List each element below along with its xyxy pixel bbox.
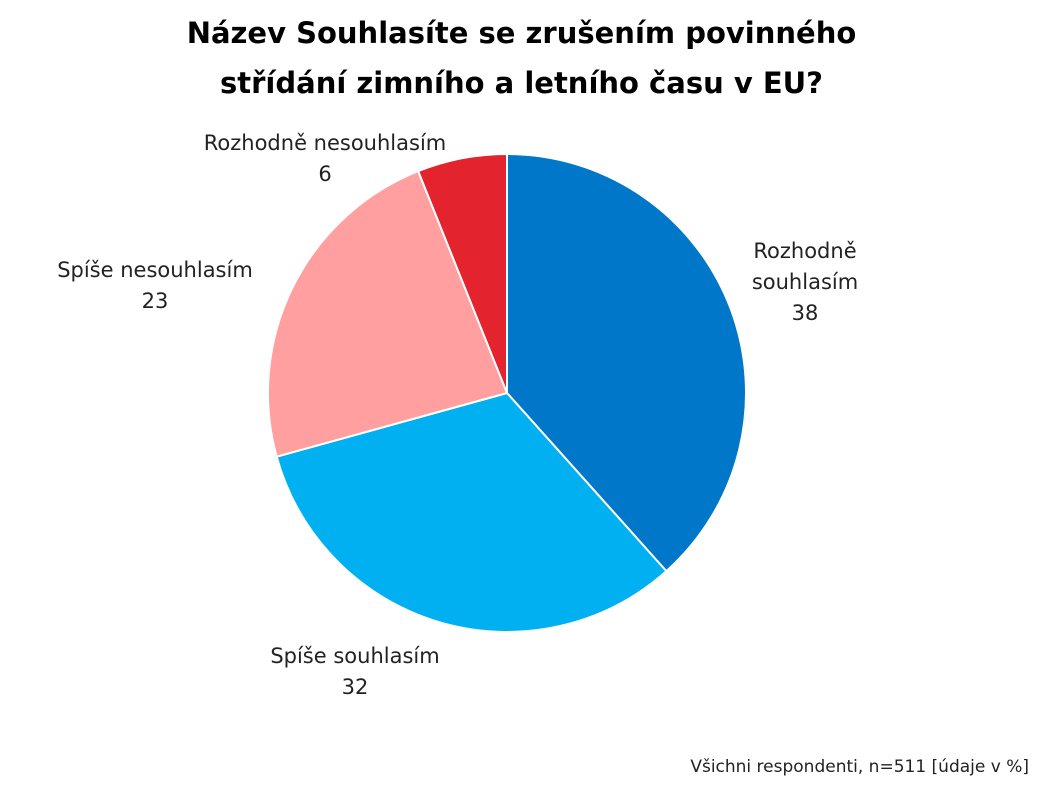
slice-label: Spíše souhlasím 32 [220,641,490,703]
value-label: 32 [341,675,369,699]
value-label: 23 [141,289,169,313]
category-label: Spíše nesouhlasím [57,258,253,282]
pie-slice [275,391,668,633]
slice-label: Rozhodně nesouhlasím 6 [180,128,470,190]
category-label: Rozhodně souhlasím [751,239,859,294]
value-label: 6 [318,162,332,186]
chart-title: střídání zimního a letního času v EU? [220,66,823,100]
footnote: Všichni respondenti, n=511 [údaje v %] [690,757,1029,777]
chart-title: Název Souhlasíte se zrušením povinného [186,16,857,50]
slice-label: Spíše nesouhlasím 23 [20,255,290,317]
pie-slice [267,169,509,458]
category-label: Rozhodně nesouhlasím [203,131,447,155]
category-label: Spíše souhlasím [270,644,440,668]
slice-label: Rozhodně souhlasím 38 [740,236,870,329]
pie-slice [506,152,747,573]
value-label: 38 [791,301,819,325]
pie-slice [416,152,508,394]
